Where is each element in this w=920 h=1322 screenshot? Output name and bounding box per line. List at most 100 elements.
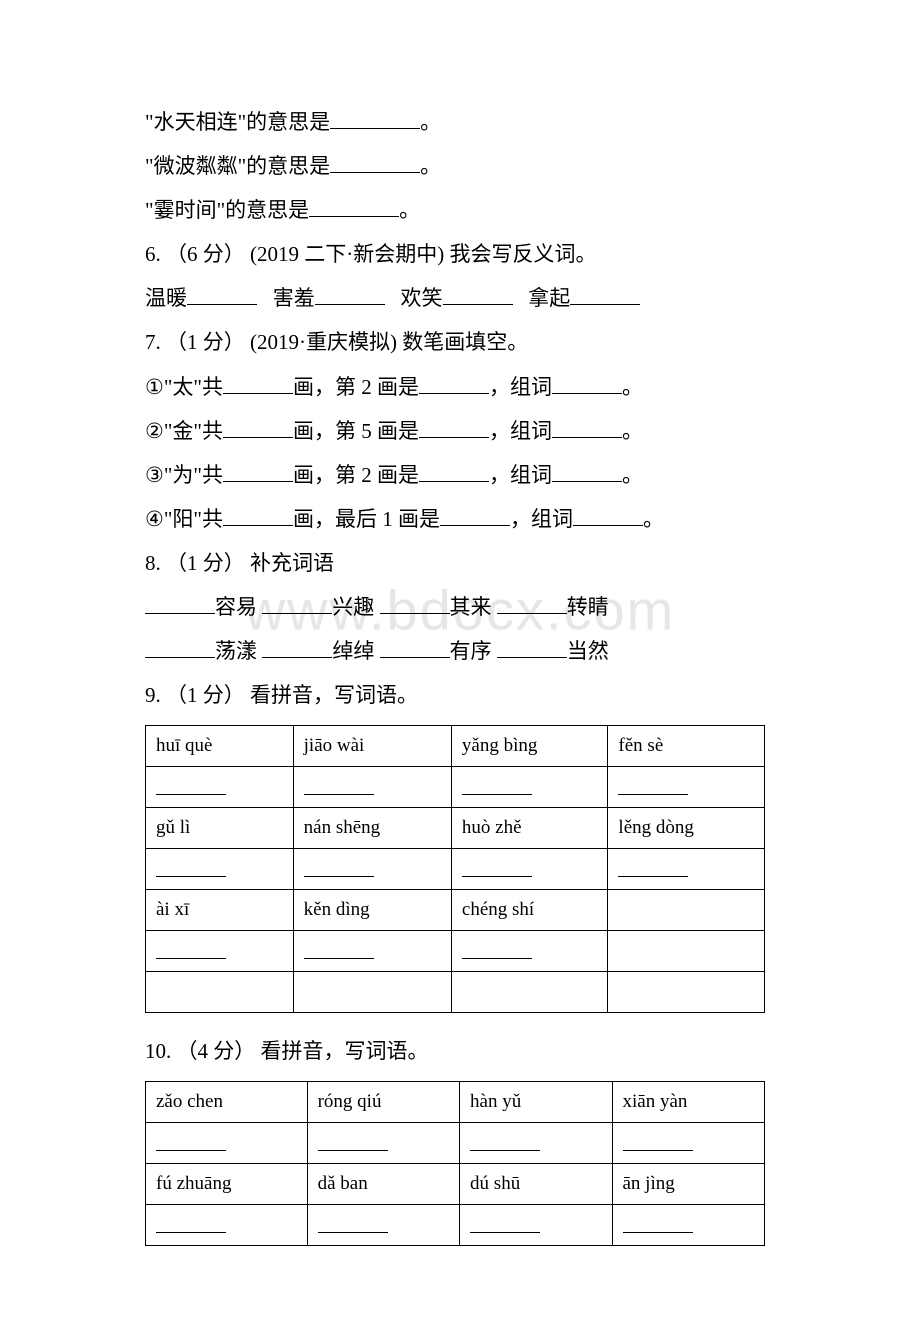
- q8-header: 8. （1 分） 补充词语: [145, 541, 775, 585]
- q9-table: huī quèjiāo wàiyǎng bìngfěn sè gǔ lìnán …: [145, 725, 765, 1013]
- blank[interactable]: [419, 369, 489, 393]
- cell[interactable]: [608, 972, 765, 1013]
- period: 。: [622, 463, 643, 487]
- cell: fú zhuāng: [146, 1164, 308, 1205]
- q7-row-3: ④"阳"共画，最后 1 画是，组词。: [145, 497, 775, 541]
- blank[interactable]: [443, 281, 513, 305]
- q7-header: 7. （1 分） (2019·重庆模拟) 数笔画填空。: [145, 320, 775, 364]
- cell[interactable]: [146, 767, 294, 808]
- cell[interactable]: [608, 767, 765, 808]
- cell[interactable]: [293, 767, 451, 808]
- blank[interactable]: [380, 634, 450, 658]
- cell: huī què: [146, 726, 294, 767]
- cell: ài xī: [146, 890, 294, 931]
- q7-row-2: ③"为"共画，第 2 画是，组词。: [145, 453, 775, 497]
- q5-line1-text: "水天相连"的意思是: [145, 110, 330, 134]
- cell[interactable]: [460, 1123, 612, 1164]
- blank[interactable]: [187, 281, 257, 305]
- q9-header: 9. （1 分） 看拼音，写词语。: [145, 673, 775, 717]
- q6-item-1: 害羞: [273, 286, 315, 310]
- blank[interactable]: [262, 590, 332, 614]
- blank[interactable]: [380, 590, 450, 614]
- cell: hàn yǔ: [460, 1082, 612, 1123]
- q7-num-0: ①: [145, 365, 164, 409]
- blank[interactable]: [552, 458, 622, 482]
- blank[interactable]: [223, 369, 293, 393]
- blank[interactable]: [497, 590, 567, 614]
- blank[interactable]: [573, 502, 643, 526]
- cell: gǔ lì: [146, 808, 294, 849]
- q7-num-3: ④: [145, 497, 164, 541]
- cell[interactable]: [451, 972, 608, 1013]
- gong: 共: [202, 507, 223, 531]
- blank[interactable]: [145, 634, 215, 658]
- q7-row-1: ②"金"共画，第 5 画是，组词。: [145, 409, 775, 453]
- q7-tail-2: ，组词: [489, 463, 552, 487]
- cell[interactable]: [307, 1205, 459, 1246]
- cell: chéng shí: [451, 890, 608, 931]
- cell[interactable]: [608, 931, 765, 972]
- table-row: fú zhuāngdǎ bandú shūān jìng: [146, 1164, 765, 1205]
- table-row: ài xīkěn dìngchéng shí: [146, 890, 765, 931]
- cell[interactable]: [612, 1123, 765, 1164]
- cell[interactable]: [460, 1205, 612, 1246]
- q7-tail-1: ，组词: [489, 419, 552, 443]
- cell[interactable]: [451, 767, 608, 808]
- gong: 共: [202, 375, 223, 399]
- period: 。: [622, 375, 643, 399]
- table-row: huī quèjiāo wàiyǎng bìngfěn sè: [146, 726, 765, 767]
- blank[interactable]: [223, 458, 293, 482]
- blank[interactable]: [262, 634, 332, 658]
- q6-item-0: 温暖: [145, 286, 187, 310]
- cell: zǎo chen: [146, 1082, 308, 1123]
- q5-line2-text: "微波粼粼"的意思是: [145, 154, 330, 178]
- cell[interactable]: [293, 931, 451, 972]
- q7-mid-1: 画，第 5 画是: [293, 419, 419, 443]
- q6-item-3: 拿起: [528, 286, 570, 310]
- blank[interactable]: [145, 590, 215, 614]
- blank[interactable]: [419, 458, 489, 482]
- blank[interactable]: [223, 502, 293, 526]
- cell: nán shēng: [293, 808, 451, 849]
- cell[interactable]: [146, 849, 294, 890]
- cell[interactable]: [451, 849, 608, 890]
- cell: huò zhě: [451, 808, 608, 849]
- cell: fěn sè: [608, 726, 765, 767]
- q7-mid-2: 画，第 2 画是: [293, 463, 419, 487]
- q7-tail-0: ，组词: [489, 375, 552, 399]
- q7-row-0: ①"太"共画，第 2 画是，组词。: [145, 365, 775, 409]
- cell[interactable]: [293, 972, 451, 1013]
- gong: 共: [202, 419, 223, 443]
- q7-tail-3: ，组词: [510, 507, 573, 531]
- blank[interactable]: [497, 634, 567, 658]
- cell[interactable]: [612, 1205, 765, 1246]
- blank[interactable]: [315, 281, 385, 305]
- q6-header: 6. （6 分） (2019 二下·新会期中) 我会写反义词。: [145, 232, 775, 276]
- q7-char-1: 金: [172, 419, 193, 443]
- blank[interactable]: [330, 149, 420, 173]
- cell[interactable]: [146, 972, 294, 1013]
- cell[interactable]: [293, 849, 451, 890]
- blank[interactable]: [309, 193, 399, 217]
- cell[interactable]: [146, 1205, 308, 1246]
- cell[interactable]: [146, 931, 294, 972]
- cell[interactable]: [608, 849, 765, 890]
- cell: lěng dòng: [608, 808, 765, 849]
- blank[interactable]: [570, 281, 640, 305]
- blank[interactable]: [440, 502, 510, 526]
- blank[interactable]: [552, 369, 622, 393]
- blank[interactable]: [419, 414, 489, 438]
- cell[interactable]: [146, 1123, 308, 1164]
- cell[interactable]: [451, 931, 608, 972]
- cell[interactable]: [307, 1123, 459, 1164]
- table-row: [146, 1205, 765, 1246]
- blank[interactable]: [223, 414, 293, 438]
- table-row: zǎo chenróng qiúhàn yǔxiān yàn: [146, 1082, 765, 1123]
- blank[interactable]: [330, 105, 420, 129]
- q8-row2: 荡漾 绰绰 有序 当然: [145, 629, 775, 673]
- q7-mid-0: 画，第 2 画是: [293, 375, 419, 399]
- q5-line1: "水天相连"的意思是。: [145, 100, 775, 144]
- q8-w-5: 绰绰: [332, 639, 374, 663]
- q8-w-7: 当然: [567, 639, 609, 663]
- blank[interactable]: [552, 414, 622, 438]
